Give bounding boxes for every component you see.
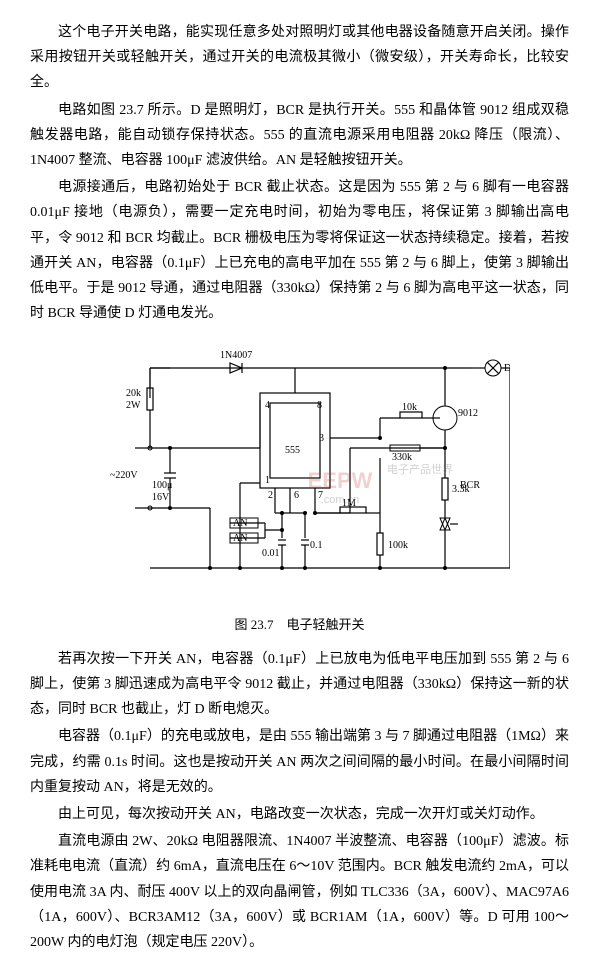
svg-text:0.1: 0.1 (310, 540, 323, 551)
paragraph-7: 直流电源由 2W、20kΩ 电阻器限流、1N4007 半波整流、电容器（100μ… (30, 829, 569, 955)
svg-text:9012: 9012 (458, 408, 478, 419)
svg-text:4: 4 (265, 400, 270, 411)
svg-text:555: 555 (285, 445, 300, 456)
svg-text:AN: AN (233, 518, 247, 529)
svg-text:100μ: 100μ (152, 480, 172, 491)
svg-text:0.01: 0.01 (262, 548, 280, 559)
svg-text:2W: 2W (126, 400, 141, 411)
svg-text:电子产品世界: 电子产品世界 (387, 462, 453, 476)
svg-text:~220V: ~220V (110, 470, 138, 481)
figure-23-7: 1N400720k2W~220V100μ16V555481260.01ANAN0… (30, 338, 569, 607)
paragraph-1: 这个电子开关电路，能实现任意多处对照明灯或其他电器设备随意开启关闭。操作采用按钮… (30, 20, 569, 96)
circuit-diagram: 1N400720k2W~220V100μ16V555481260.01ANAN0… (90, 338, 510, 598)
paragraph-2: 电路如图 23.7 所示。D 是照明灯，BCR 是执行开关。555 和晶体管 9… (30, 98, 569, 174)
svg-text:1: 1 (265, 475, 270, 486)
svg-text:6: 6 (294, 490, 299, 501)
paragraph-3: 电源接通后，电路初始处于 BCR 截止状态。这是因为 555 第 2 与 6 脚… (30, 175, 569, 326)
paragraph-6: 由上可见，每次按动开关 AN，电路改变一次状态，完成一次开灯或关灯动作。 (30, 802, 569, 827)
paragraph-5: 电容器（0.1μF）的充电或放电，是由 555 输出端第 3 与 7 脚通过电阻… (30, 724, 569, 800)
svg-text:20k: 20k (126, 388, 141, 399)
svg-text:AN: AN (233, 533, 247, 544)
paragraph-4: 若再次按一下开关 AN，电容器（0.1μF）上已放电为低电平电压加到 555 第… (30, 647, 569, 723)
svg-text:EEPW: EEPW (307, 468, 372, 493)
svg-text:1N4007: 1N4007 (220, 350, 252, 361)
svg-text:BCR: BCR (460, 480, 480, 491)
svg-text:16V: 16V (152, 492, 170, 503)
svg-text:3: 3 (319, 433, 324, 444)
figure-caption: 图 23.7 电子轻触开关 (30, 613, 569, 636)
svg-text:100k: 100k (388, 540, 408, 551)
svg-text:330k: 330k (392, 452, 412, 463)
svg-text:8: 8 (317, 400, 322, 411)
svg-text:.com.cn: .com.cn (320, 494, 359, 506)
svg-text:10k: 10k (402, 402, 417, 413)
svg-text:2: 2 (268, 490, 273, 501)
